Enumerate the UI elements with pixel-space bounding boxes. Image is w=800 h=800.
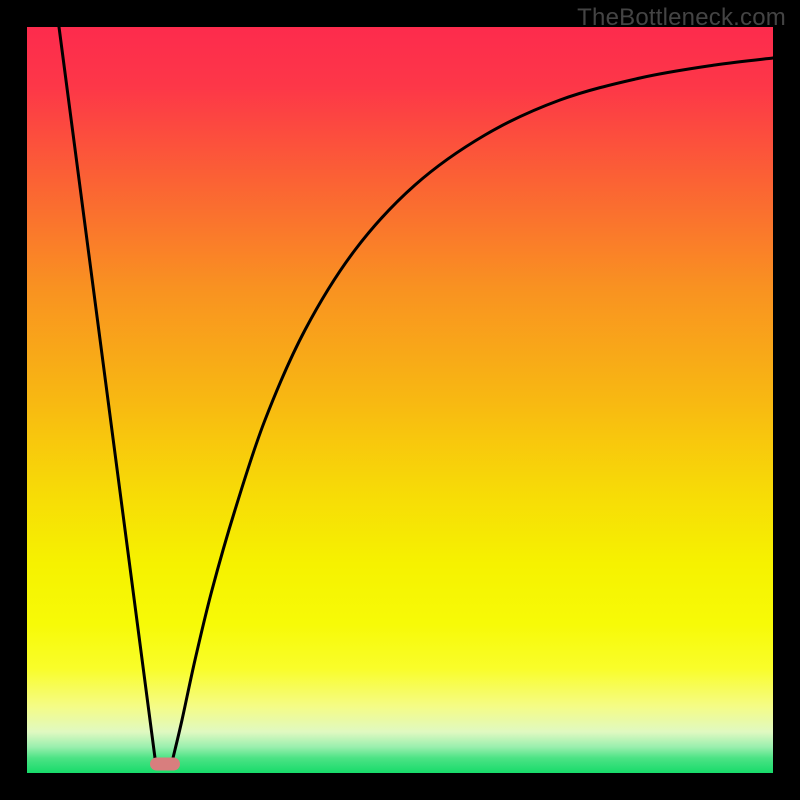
bottleneck-chart: TheBottleneck.com [0,0,800,800]
chart-svg [0,0,800,800]
plot-background [27,27,773,773]
minimum-marker [150,758,180,771]
